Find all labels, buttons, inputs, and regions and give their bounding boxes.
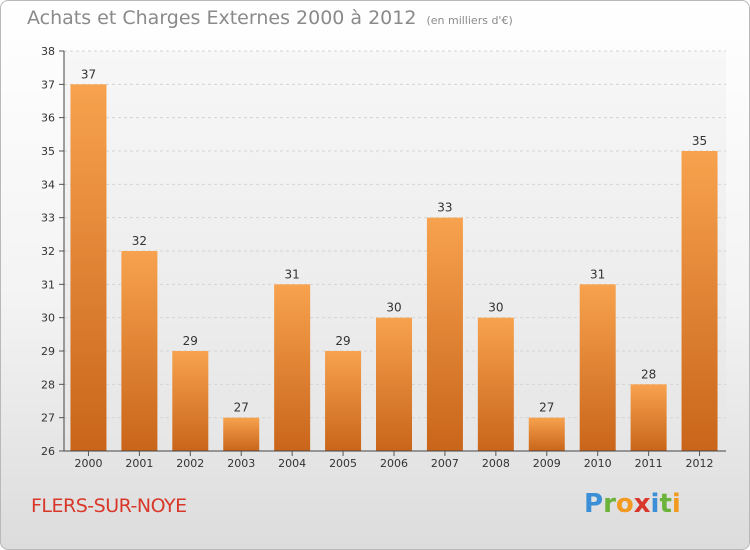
logo-letter: o bbox=[615, 489, 634, 519]
x-tick-label: 2012 bbox=[686, 457, 714, 470]
y-tick-label: 37 bbox=[41, 78, 55, 91]
bar-value-label: 32 bbox=[132, 234, 147, 248]
logo-letter: x bbox=[633, 489, 651, 519]
y-tick-label: 27 bbox=[41, 412, 55, 425]
y-tick-label: 35 bbox=[41, 145, 55, 158]
y-tick-label: 28 bbox=[41, 378, 55, 391]
bar-value-label: 28 bbox=[641, 367, 656, 381]
logo-letter: t bbox=[659, 489, 672, 519]
bar bbox=[223, 417, 260, 451]
bar bbox=[630, 384, 667, 451]
y-tick-label: 30 bbox=[41, 312, 55, 325]
x-tick-label: 2008 bbox=[482, 457, 510, 470]
bar bbox=[121, 251, 158, 451]
x-tick-label: 2010 bbox=[584, 457, 612, 470]
x-tick-label: 2005 bbox=[329, 457, 357, 470]
y-tick-label: 26 bbox=[41, 445, 55, 458]
x-tick-label: 2003 bbox=[227, 457, 255, 470]
bar-value-label: 29 bbox=[183, 334, 198, 348]
chart-unit: (en milliers d'€) bbox=[426, 14, 513, 27]
bar bbox=[681, 151, 718, 451]
y-tick-label: 36 bbox=[41, 112, 55, 125]
bar-value-label: 29 bbox=[335, 334, 350, 348]
x-tick-label: 2002 bbox=[176, 457, 204, 470]
bar-value-label: 27 bbox=[539, 401, 554, 415]
bar-value-label: 31 bbox=[590, 267, 605, 281]
bar-value-label: 37 bbox=[81, 67, 96, 81]
chart-title-text: Achats et Charges Externes 2000 à 2012 bbox=[27, 7, 417, 29]
bar-value-label: 27 bbox=[234, 401, 249, 415]
x-tick-label: 2011 bbox=[635, 457, 663, 470]
y-tick-label: 33 bbox=[41, 212, 55, 225]
bar bbox=[172, 351, 209, 451]
bar bbox=[579, 284, 616, 451]
bar-value-label: 35 bbox=[692, 134, 707, 148]
y-tick-label: 38 bbox=[41, 45, 55, 58]
x-tick-label: 2000 bbox=[74, 457, 102, 470]
x-tick-label: 2006 bbox=[380, 457, 408, 470]
bars: 37 32 29 27 31 29 30 33 30 27 31 28 35 bbox=[70, 67, 718, 451]
city-name: FLERS-SUR-NOYE bbox=[31, 495, 187, 517]
bar-value-label: 31 bbox=[285, 267, 300, 281]
proxiti-logo[interactable]: Proxiti bbox=[584, 489, 681, 519]
x-tick-label: 2001 bbox=[125, 457, 153, 470]
y-tick-label: 32 bbox=[41, 245, 55, 258]
bar bbox=[70, 84, 107, 451]
bar-value-label: 33 bbox=[437, 201, 452, 215]
y-tick-label: 34 bbox=[41, 178, 55, 191]
axes: 26 27 28 29 30 31 32 33 34 35 36 37 38 2000 2001 2002 20… bbox=[41, 45, 726, 470]
logo-letter: i bbox=[650, 489, 660, 519]
bar-value-label: 30 bbox=[488, 301, 503, 315]
bar bbox=[528, 417, 565, 451]
bar bbox=[325, 351, 362, 451]
logo-letter: P bbox=[584, 489, 604, 519]
bar-value-label: 30 bbox=[386, 301, 401, 315]
x-tick-label: 2004 bbox=[278, 457, 306, 470]
logo-letter: i bbox=[671, 489, 681, 519]
logo-letter: r bbox=[603, 489, 616, 519]
x-tick-label: 2009 bbox=[533, 457, 561, 470]
y-tick-label: 29 bbox=[41, 345, 55, 358]
y-tick-label: 31 bbox=[41, 278, 55, 291]
x-tick-label: 2007 bbox=[431, 457, 459, 470]
chart-title: Achats et Charges Externes 2000 à 2012 (e… bbox=[27, 7, 513, 29]
bar bbox=[477, 317, 514, 451]
bar bbox=[426, 217, 463, 451]
bar bbox=[274, 284, 311, 451]
bar bbox=[376, 317, 412, 451]
